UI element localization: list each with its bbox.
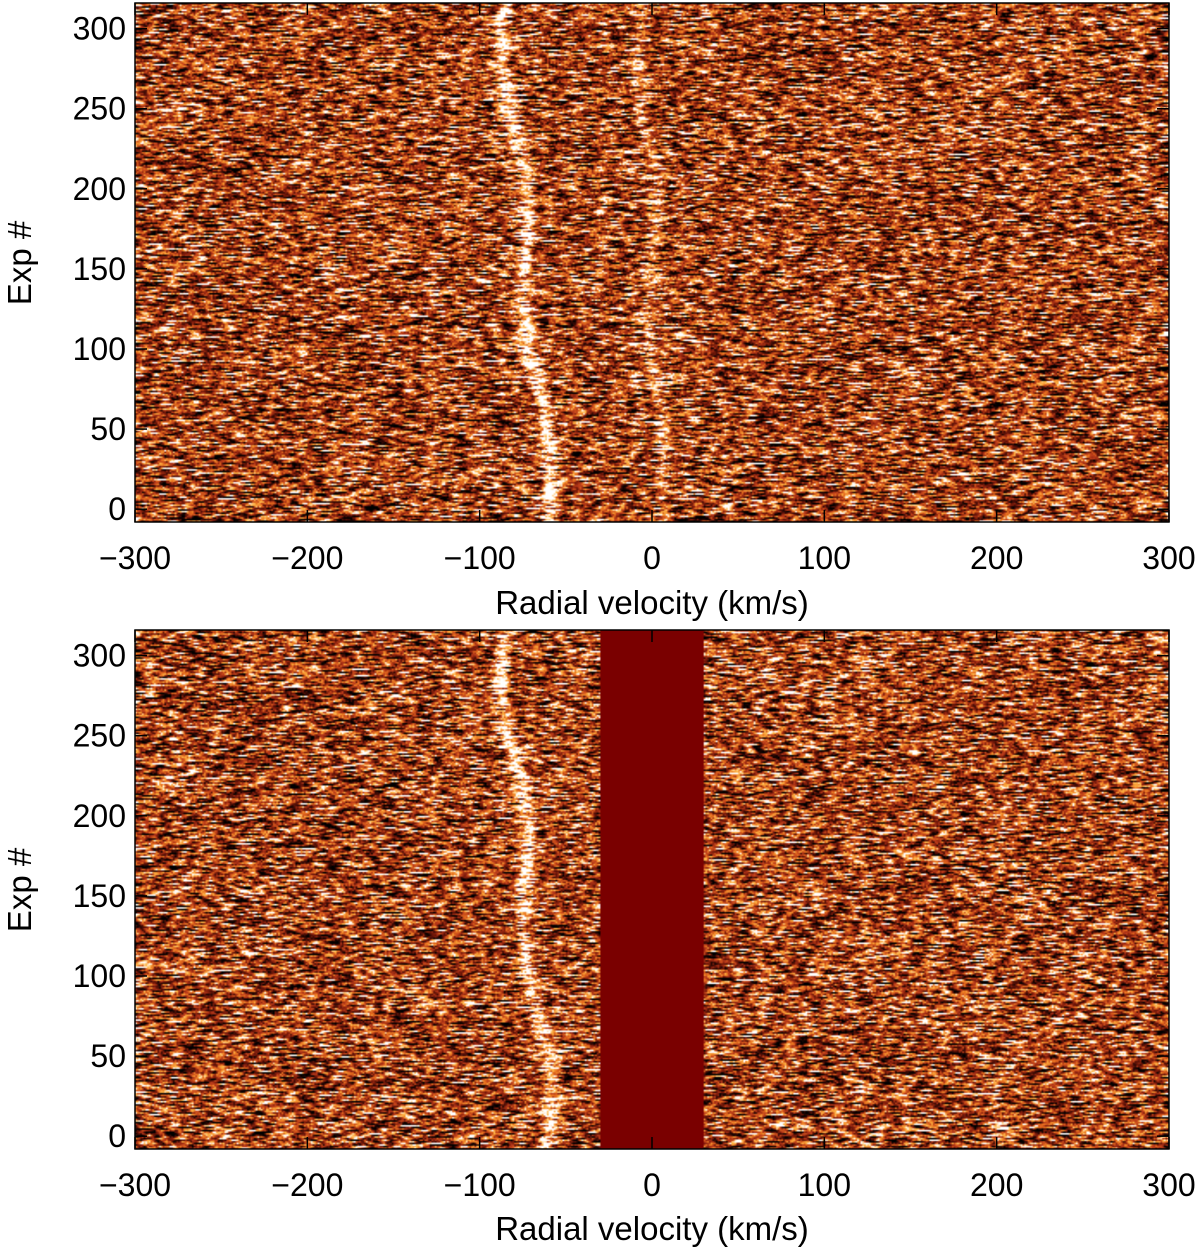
top-y-tick-label: 50 (90, 411, 126, 447)
bottom-y-tick-label: 250 (73, 718, 126, 754)
bottom-x-tick-label: 0 (643, 1167, 661, 1203)
bottom-x-ticks: −300 −200 −100 0 100 200 300 (99, 630, 1196, 1203)
bottom-x-tick-label: −200 (271, 1167, 343, 1203)
top-x-tick-label: 100 (798, 540, 851, 576)
bottom-panel: −300 −200 −100 0 100 200 300 0 50 100 150 200 250 30… (1, 629, 1196, 1247)
top-x-ticks: −300 −200 −100 0 100 200 300 (99, 3, 1196, 576)
top-y-tick-label: 100 (73, 331, 126, 367)
top-heatmap-image (135, 3, 1169, 522)
bottom-x-tick-label: 200 (970, 1167, 1023, 1203)
bottom-heatmap-image (135, 630, 1169, 1149)
top-y-tick-label: 150 (73, 251, 126, 287)
bottom-y-tick-label: 150 (73, 878, 126, 914)
top-x-tick-label: −200 (271, 540, 343, 576)
top-y-tick-label: 0 (108, 491, 126, 527)
bottom-x-tick-label: 100 (798, 1167, 851, 1203)
bottom-y-tick-label: 300 (73, 638, 126, 674)
top-y-tick-label: 250 (73, 91, 126, 127)
bottom-y-tick-label: 50 (90, 1038, 126, 1074)
top-x-tick-label: 300 (1142, 540, 1195, 576)
top-x-axis-label: Radial velocity (km/s) (495, 584, 809, 621)
top-y-axis-label: Exp # (1, 220, 38, 305)
bottom-x-tick-label: −100 (444, 1167, 516, 1203)
bottom-x-axis-label: Radial velocity (km/s) (495, 1210, 809, 1247)
top-x-tick-label: 0 (643, 540, 661, 576)
bottom-y-tick-label: 100 (73, 958, 126, 994)
top-x-tick-label: −100 (444, 540, 516, 576)
top-y-ticks: 0 50 100 150 200 250 300 (73, 11, 1169, 527)
bottom-x-tick-label: 300 (1142, 1167, 1195, 1203)
bottom-y-axis-label: Exp # (1, 847, 38, 932)
top-y-tick-label: 200 (73, 171, 126, 207)
top-panel: −300 −200 −100 0 100 200 300 0 50 100 150 200 250 30… (1, 2, 1196, 621)
bottom-y-ticks: 0 50 100 150 200 250 300 (73, 638, 1169, 1154)
bottom-y-tick-label: 0 (108, 1118, 126, 1154)
bottom-x-tick-label: −300 (99, 1167, 171, 1203)
top-y-tick-label: 300 (73, 11, 126, 47)
top-x-tick-label: −300 (99, 540, 171, 576)
bottom-y-tick-label: 200 (73, 798, 126, 834)
top-x-tick-label: 200 (970, 540, 1023, 576)
